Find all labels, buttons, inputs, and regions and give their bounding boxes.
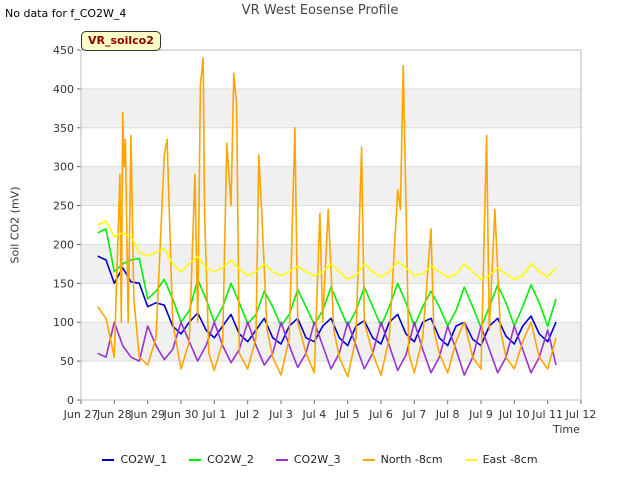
x-tick-label: Jul 10 — [498, 408, 530, 421]
site-tag: VR_soilco2 — [81, 31, 161, 51]
x-tick-label: Jul 3 — [268, 408, 293, 421]
no-data-note: No data for f_CO2W_4 — [5, 7, 127, 20]
legend-label: CO2W_1 — [120, 453, 168, 466]
legend-swatch — [362, 458, 375, 461]
legend-item: North -8cm — [362, 453, 443, 466]
grid-band — [81, 50, 581, 89]
x-tick-label: Jul 1 — [201, 408, 226, 421]
x-tick-label: Jun 28 — [96, 408, 132, 421]
legend: CO2W_1 CO2W_2 CO2W_3 North -8cm East -8cm — [0, 453, 640, 466]
legend-item: CO2W_2 — [189, 453, 254, 466]
series-line-co2w-3 — [97, 321, 557, 376]
y-tick-label: 100 — [53, 316, 74, 329]
x-tick-label: Jul 6 — [368, 408, 393, 421]
y-axis-label: Soil CO2 (mV) — [8, 186, 22, 264]
y-tick-label: 300 — [53, 161, 74, 174]
legend-label: North -8cm — [380, 453, 443, 466]
grid-band — [81, 322, 581, 362]
legend-swatch — [464, 458, 477, 461]
legend-label: CO2W_2 — [207, 453, 254, 466]
x-axis-label: Time — [553, 423, 580, 436]
x-tick-label: Jul 2 — [235, 408, 260, 421]
y-tick-label: 150 — [53, 277, 74, 290]
y-tick-label: 250 — [53, 200, 74, 213]
series-line-co2w-2 — [97, 228, 557, 329]
x-tick-label: Jun 27 — [63, 408, 99, 421]
grid-band — [81, 283, 581, 323]
grid-band — [81, 127, 581, 167]
legend-label: CO2W_3 — [293, 453, 341, 466]
x-tick-label: Jul 7 — [401, 408, 426, 421]
x-tick-label: Jun 30 — [163, 408, 199, 421]
x-tick-label: Jul 4 — [301, 408, 326, 421]
y-tick-label: 200 — [53, 238, 74, 251]
plot-frame — [80, 49, 582, 401]
x-tick-label: Jul 9 — [468, 408, 493, 421]
y-tick-label: 0 — [67, 394, 74, 407]
y-tick-label: 350 — [53, 122, 74, 135]
legend-swatch — [102, 458, 115, 461]
series-line-east-8cm — [97, 220, 557, 281]
grid-band — [81, 88, 581, 128]
legend-item: CO2W_3 — [275, 453, 341, 466]
y-tick-label: 50 — [60, 355, 74, 368]
series-line-north-8cm — [97, 57, 557, 378]
x-tick-label: Jul 11 — [531, 408, 563, 421]
x-tick-label: Jul 5 — [335, 408, 360, 421]
y-tick-label: 450 — [53, 44, 74, 57]
legend-swatch — [189, 458, 202, 461]
legend-label: East -8cm — [482, 453, 538, 466]
grid-band — [81, 205, 581, 245]
legend-swatch — [275, 458, 288, 461]
grid-band — [81, 166, 581, 206]
x-tick-label: Jul 8 — [435, 408, 460, 421]
legend-item: CO2W_1 — [102, 453, 167, 466]
chart-title: VR West Eosense Profile — [241, 3, 399, 18]
x-tick-label: Jul 12 — [565, 408, 597, 421]
legend-item: East -8cm — [464, 453, 538, 466]
x-tick-label: Jun 29 — [129, 408, 165, 421]
y-tick-label: 400 — [53, 83, 74, 96]
